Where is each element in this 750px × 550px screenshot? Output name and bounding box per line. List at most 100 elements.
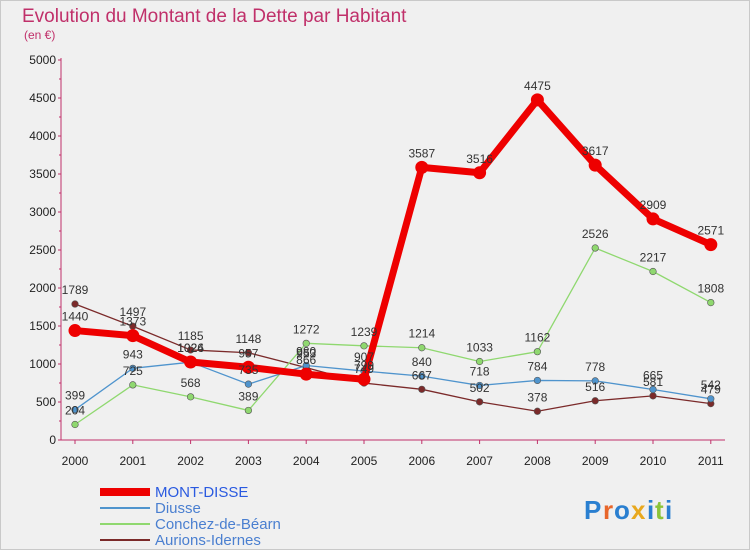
- data-point: [591, 244, 599, 252]
- x-tick-label: 2007: [466, 454, 493, 468]
- data-label: 957: [238, 346, 258, 360]
- data-label: 378: [527, 390, 547, 404]
- data-point: [476, 381, 484, 390]
- y-tick-label: 2000: [29, 281, 56, 295]
- data-label: 665: [643, 368, 663, 382]
- legend: MONT-DISSEDiusseConchez-de-BéarnAurions-…: [100, 484, 281, 549]
- x-tick-label: 2000: [62, 454, 89, 468]
- data-point: [244, 406, 252, 415]
- data-label: 479: [701, 383, 721, 397]
- x-tick-label: 2009: [582, 454, 609, 468]
- axes: 0 500 1000 1500 2000 2500 3000 3500 4000 4500 5000…: [29, 53, 725, 468]
- y-tick-label: 2500: [29, 243, 56, 257]
- legend-label: Aurions-Idernes: [155, 532, 261, 549]
- data-point: [418, 385, 426, 393]
- data-point: [71, 406, 79, 414]
- x-tick-label: 2003: [235, 454, 262, 468]
- data-label: 784: [527, 359, 547, 373]
- y-tick-label: 5000: [29, 53, 56, 67]
- data-label: 2909: [640, 198, 667, 212]
- data-point: [591, 397, 599, 405]
- data-label: 2526: [582, 227, 609, 241]
- data-label: 943: [123, 347, 143, 361]
- data-point: [707, 298, 715, 307]
- chart-title: Evolution du Montant de la Dette par Hab…: [22, 6, 407, 27]
- y-tick-label: 500: [36, 395, 56, 409]
- logo-letter: x: [631, 495, 646, 525]
- data-label: 2217: [640, 251, 667, 265]
- data-point: [476, 398, 484, 406]
- data-point: [71, 300, 79, 308]
- data-point: [649, 385, 657, 394]
- data-label: 1440: [62, 310, 89, 324]
- data-point: [129, 381, 137, 389]
- data-label: 1185: [178, 329, 204, 343]
- data-label: 1239: [351, 325, 378, 339]
- x-tick-label: 2004: [293, 454, 320, 468]
- data-point: [649, 392, 657, 400]
- series-line: [74, 303, 712, 412]
- data-point: [418, 372, 426, 380]
- logo-letter: i: [665, 495, 672, 525]
- chart-subtitle: (en €): [24, 28, 55, 42]
- data-point: [476, 357, 484, 366]
- logo-letter: r: [603, 495, 613, 525]
- data-point: [302, 339, 310, 347]
- y-tick-label: 1500: [29, 319, 56, 333]
- y-tick-label: 3000: [29, 205, 56, 219]
- data-point: [299, 367, 313, 381]
- data-label: 1789: [62, 283, 89, 297]
- data-point: [68, 324, 82, 338]
- data-label: 1497: [119, 305, 146, 319]
- data-point: [533, 407, 542, 415]
- data-label: 568: [181, 376, 201, 390]
- data-label: 204: [65, 403, 85, 417]
- data-point: [126, 329, 140, 343]
- data-point: [591, 377, 599, 385]
- x-tick-label: 2010: [640, 454, 667, 468]
- data-label: 4475: [524, 79, 551, 93]
- x-tick-label: 2001: [119, 454, 146, 468]
- data-label: 907: [354, 350, 374, 364]
- data-point: [360, 342, 368, 350]
- data-label: 1033: [466, 340, 493, 354]
- data-label: 1024: [177, 341, 204, 355]
- data-point: [649, 267, 657, 276]
- data-label: 953: [296, 347, 316, 361]
- legend-label: MONT-DISSE: [155, 484, 248, 501]
- series-2: [71, 244, 715, 429]
- series-line: [71, 96, 715, 383]
- data-point: [184, 355, 198, 369]
- data-point: [707, 395, 715, 403]
- y-tick-label: 3500: [29, 167, 56, 181]
- data-label: 502: [470, 381, 490, 395]
- data-point: [473, 166, 487, 180]
- data-label: 1808: [697, 282, 724, 296]
- data-point: [187, 393, 195, 401]
- data-label: 1162: [524, 331, 550, 345]
- data-point: [357, 372, 371, 386]
- data-label: 399: [65, 389, 85, 403]
- data-label: 1026: [177, 341, 204, 355]
- data-point: [418, 344, 426, 352]
- y-tick-label: 0: [49, 433, 56, 447]
- series-layer: 1440 1373 1026 957 866 799 3587 3516 4475 3617 290…: [62, 79, 725, 429]
- data-point: [704, 238, 718, 252]
- x-tick-label: 2008: [524, 454, 551, 468]
- y-tick-label: 1000: [29, 357, 56, 371]
- data-point: [646, 212, 660, 226]
- series-line: [74, 361, 712, 411]
- data-point: [533, 376, 542, 385]
- data-label: 1272: [293, 322, 320, 336]
- logo-letter: t: [655, 495, 664, 525]
- logo-letter: o: [614, 495, 630, 525]
- series-line: [74, 247, 712, 426]
- data-label: 778: [585, 360, 605, 374]
- x-tick-label: 2005: [351, 454, 378, 468]
- series-3: [71, 300, 715, 415]
- data-label: 840: [412, 355, 432, 369]
- data-point: [244, 349, 252, 357]
- data-labels: 1440 1373 1026 957 866 799 3587 3516 4475 3617 290…: [62, 79, 725, 418]
